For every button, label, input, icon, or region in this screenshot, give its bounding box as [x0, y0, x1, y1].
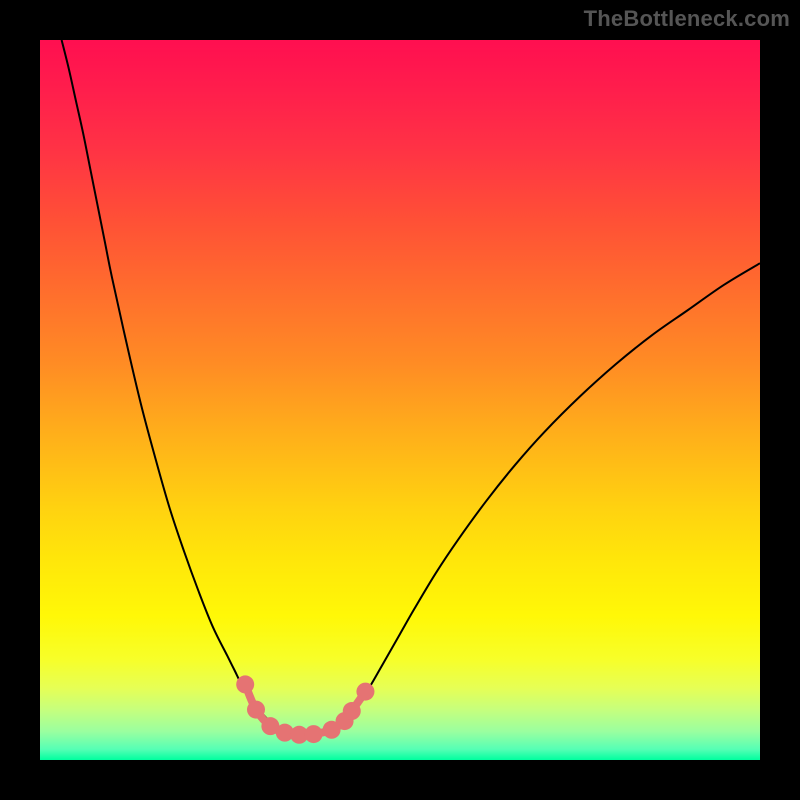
marker-series: [236, 675, 374, 743]
marker-dot: [236, 675, 254, 693]
marker-dot: [305, 725, 323, 743]
marker-dot: [343, 702, 361, 720]
chart-frame: TheBottleneck.com: [0, 0, 800, 800]
curve-layer: [40, 40, 760, 760]
marker-dot: [356, 683, 374, 701]
plot-area: [40, 40, 760, 760]
left-curve: [62, 40, 292, 734]
watermark-text: TheBottleneck.com: [584, 6, 790, 32]
right-curve: [328, 263, 760, 732]
marker-dot: [247, 701, 265, 719]
